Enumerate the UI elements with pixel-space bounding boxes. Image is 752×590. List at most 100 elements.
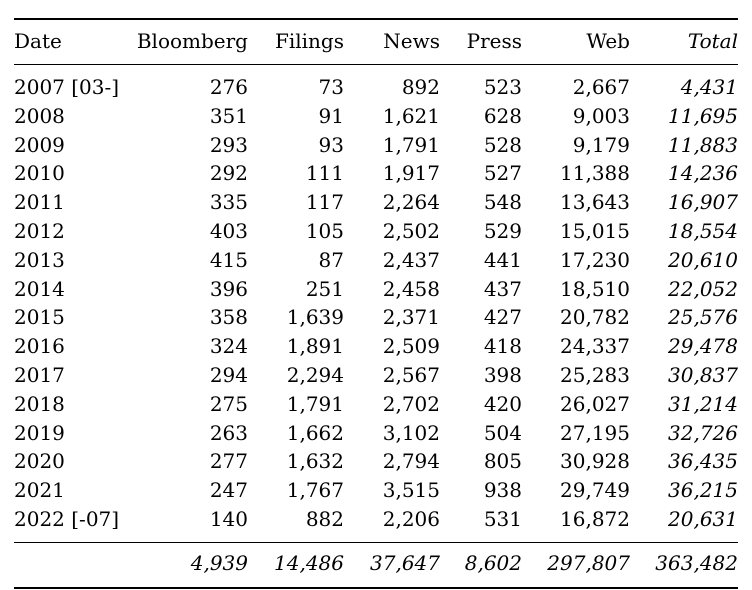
cell-web: 17,230 <box>560 247 630 272</box>
cell-total: 31,214 <box>668 391 738 416</box>
cell-press: 805 <box>483 449 522 474</box>
cell-news: 2,794 <box>382 449 440 474</box>
cell-total: 20,610 <box>668 247 738 272</box>
cell-date: 2010 <box>14 161 65 186</box>
cell-filings: 1,767 <box>286 478 344 503</box>
table-row: 2018 275 1,791 2,702 420 26,027 31,214 <box>14 390 738 419</box>
cell-total: 11,695 <box>668 103 738 128</box>
cell-total: 20,631 <box>668 506 738 531</box>
cell-bloomberg: 275 <box>209 391 248 416</box>
cell-filings: 117 <box>305 190 344 215</box>
header-total: Total <box>687 29 738 53</box>
cell-bloomberg: 263 <box>209 420 248 445</box>
cell-bloomberg: 396 <box>209 276 248 301</box>
cell-filings: 87 <box>318 247 344 272</box>
cell-date: 2018 <box>14 391 65 416</box>
cell-bloomberg: 294 <box>209 362 248 387</box>
table-row: 2009 293 93 1,791 528 9,179 11,883 <box>14 131 738 160</box>
cell-press: 527 <box>483 161 522 186</box>
total-grand: 363,482 <box>655 550 738 575</box>
cell-web: 15,015 <box>560 218 630 243</box>
cell-news: 2,458 <box>382 276 440 301</box>
cell-press: 938 <box>483 478 522 503</box>
cell-press: 529 <box>483 218 522 243</box>
cell-date: 2014 <box>14 276 65 301</box>
table-row: 2008 351 91 1,621 628 9,003 11,695 <box>14 102 738 131</box>
cell-total: 25,576 <box>668 305 738 330</box>
cell-date: 2019 <box>14 420 65 445</box>
cell-total: 29,478 <box>668 334 738 359</box>
cell-news: 2,567 <box>382 362 440 387</box>
cell-press: 418 <box>483 334 522 359</box>
cell-web: 30,928 <box>560 449 630 474</box>
cell-filings: 2,294 <box>286 362 344 387</box>
cell-date: 2017 <box>14 362 65 387</box>
cell-filings: 882 <box>305 506 344 531</box>
header-date: Date <box>14 29 62 53</box>
table-row: 2012 403 105 2,502 529 15,015 18,554 <box>14 217 738 246</box>
table-row: 2022 [-07] 140 882 2,206 531 16,872 20,631 <box>14 505 738 542</box>
table-row: 2014 396 251 2,458 437 18,510 22,052 <box>14 275 738 304</box>
table-header: Date Bloomberg Filings News Press Web To… <box>14 19 738 65</box>
cell-total: 14,236 <box>668 161 738 186</box>
cell-date: 2007 [03-] <box>14 75 120 99</box>
cell-news: 2,371 <box>382 305 440 330</box>
cell-press: 523 <box>483 75 522 99</box>
header-row: Date Bloomberg Filings News Press Web To… <box>14 19 738 65</box>
cell-bloomberg: 324 <box>209 334 248 359</box>
cell-press: 504 <box>483 420 522 445</box>
cell-filings: 1,632 <box>286 449 344 474</box>
cell-web: 24,337 <box>560 334 630 359</box>
cell-date: 2021 <box>14 478 65 503</box>
cell-press: 437 <box>483 276 522 301</box>
cell-date: 2009 <box>14 132 65 157</box>
cell-filings: 73 <box>318 75 344 99</box>
totals-row: 4,939 14,486 37,647 8,602 297,807 363,48… <box>14 542 738 588</box>
table-body: 2007 [03-] 276 73 892 523 2,667 4,431 2008 351 91… <box>14 65 738 543</box>
cell-filings: 1,891 <box>286 334 344 359</box>
cell-bloomberg: 415 <box>209 247 248 272</box>
cell-total: 36,215 <box>668 478 738 503</box>
cell-total: 22,052 <box>668 276 738 301</box>
cell-total: 11,883 <box>668 132 738 157</box>
table-row: 2021 247 1,767 3,515 938 29,749 36,215 <box>14 476 738 505</box>
cell-bloomberg: 358 <box>209 305 248 330</box>
cell-date: 2022 [-07] <box>14 506 120 531</box>
cell-total: 32,726 <box>668 420 738 445</box>
cell-news: 3,515 <box>382 478 440 503</box>
cell-web: 27,195 <box>560 420 630 445</box>
cell-date: 2008 <box>14 103 65 128</box>
cell-press: 531 <box>483 506 522 531</box>
cell-filings: 105 <box>305 218 344 243</box>
cell-news: 1,621 <box>382 103 440 128</box>
cell-total: 16,907 <box>668 190 738 215</box>
cell-press: 548 <box>483 190 522 215</box>
cell-web: 25,283 <box>560 362 630 387</box>
cell-news: 892 <box>401 75 440 99</box>
cell-bloomberg: 247 <box>209 478 248 503</box>
cell-bloomberg: 351 <box>209 103 248 128</box>
cell-news: 2,509 <box>382 334 440 359</box>
table-row: 2010 292 111 1,917 527 11,388 14,236 <box>14 159 738 188</box>
cell-bloomberg: 293 <box>209 132 248 157</box>
header-press: Press <box>466 29 522 53</box>
cell-filings: 93 <box>318 132 344 157</box>
cell-date: 2012 <box>14 218 65 243</box>
cell-web: 26,027 <box>560 391 630 416</box>
table-row: 2019 263 1,662 3,102 504 27,195 32,726 <box>14 419 738 448</box>
table-row: 2011 335 117 2,264 548 13,643 16,907 <box>14 188 738 217</box>
total-web: 297,807 <box>547 550 630 575</box>
cell-news: 2,206 <box>382 506 440 531</box>
cell-filings: 1,791 <box>286 391 344 416</box>
header-web: Web <box>586 29 630 53</box>
header-news: News <box>383 29 440 53</box>
cell-bloomberg: 276 <box>209 75 248 99</box>
cell-web: 9,003 <box>572 103 630 128</box>
cell-news: 2,437 <box>382 247 440 272</box>
cell-date: 2011 <box>14 190 65 215</box>
cell-date: 2013 <box>14 247 65 272</box>
cell-press: 528 <box>483 132 522 157</box>
cell-date: 2016 <box>14 334 65 359</box>
total-press: 8,602 <box>464 550 522 575</box>
cell-web: 13,643 <box>560 190 630 215</box>
